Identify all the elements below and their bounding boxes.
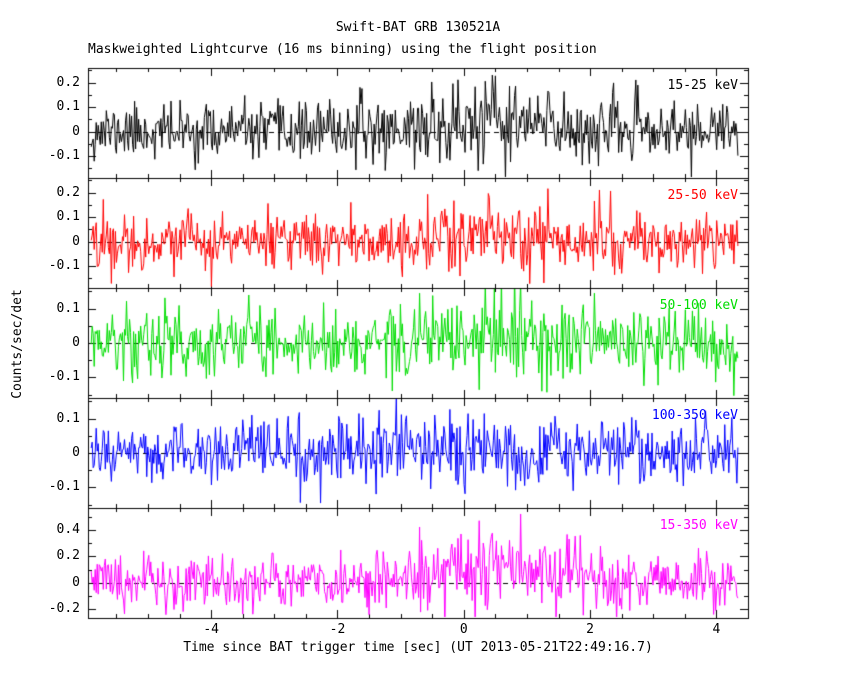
chart-title: Swift-BAT GRB 130521A xyxy=(335,20,501,35)
y-tick-label: 0 xyxy=(72,335,80,350)
y-tick-label: 0 xyxy=(72,574,80,590)
y-tick-label: 0 xyxy=(72,123,80,139)
series-label: 25-50 keV xyxy=(667,188,738,203)
chart-subtitle: Maskweighted Lightcurve (16 ms binning) … xyxy=(88,42,597,57)
y-tick-label: 0 xyxy=(72,445,80,460)
y-tick-label: 0.1 xyxy=(56,300,80,316)
y-tick-label: -0.1 xyxy=(48,148,80,163)
y-tick-label: -0.1 xyxy=(48,258,80,273)
y-tick-label: -0.1 xyxy=(48,479,80,495)
y-tick-label: 0.4 xyxy=(56,522,80,538)
y-tick-label: 0.1 xyxy=(56,209,80,225)
series-label: 50-100 keV xyxy=(659,298,738,313)
y-tick-label: 0.2 xyxy=(56,184,80,200)
y-tick-label: 0.2 xyxy=(56,548,80,564)
series-label: 100-350 keV xyxy=(651,408,738,423)
y-tick-label: -0.2 xyxy=(48,600,80,616)
x-tick-label: -2 xyxy=(329,622,346,637)
y-tick-label: -0.1 xyxy=(48,369,80,385)
y-tick-label: 0 xyxy=(72,233,80,249)
y-tick-label: 0.2 xyxy=(56,74,80,90)
y-tick-label: 0.1 xyxy=(56,99,80,115)
x-tick-label: -4 xyxy=(203,622,219,637)
x-tick-label: 2 xyxy=(586,622,594,637)
y-tick-label: 0.1 xyxy=(56,410,80,426)
x-tick-label: 0 xyxy=(459,622,468,637)
x-axis-label: Time since BAT trigger time [sec] (UT 20… xyxy=(183,640,653,655)
series-label: 15-25 keV xyxy=(667,78,738,93)
series-label: 15-350 keV xyxy=(659,518,738,533)
x-tick-label: 4 xyxy=(712,622,721,637)
